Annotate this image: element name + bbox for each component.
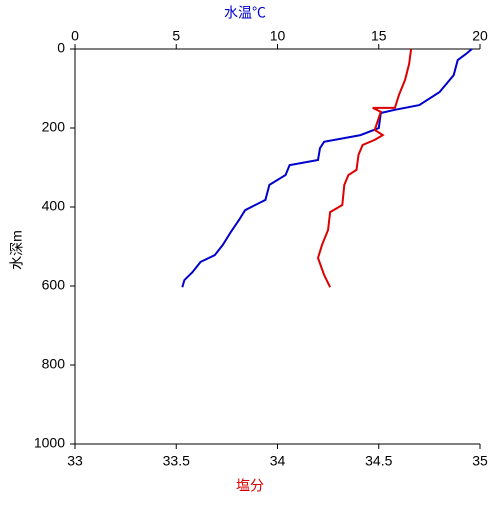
y-tick-label: 1000 bbox=[34, 435, 65, 451]
x-tick-label: 33 bbox=[67, 453, 83, 469]
top-axis-title: 水温℃ bbox=[224, 5, 266, 21]
y-tick-label: 800 bbox=[42, 356, 66, 372]
x2-tick-label: 10 bbox=[270, 28, 286, 44]
x-tick-label: 33.5 bbox=[163, 453, 190, 469]
y-tick-label: 600 bbox=[42, 277, 66, 293]
x-tick-label: 34 bbox=[270, 453, 286, 469]
x2-tick-label: 15 bbox=[371, 28, 387, 44]
y-tick-label: 400 bbox=[42, 198, 66, 214]
y-tick-label: 200 bbox=[42, 119, 66, 135]
profile-line bbox=[181, 48, 473, 288]
profile-line bbox=[316, 48, 413, 288]
x2-tick-label: 20 bbox=[472, 28, 488, 44]
bottom-axis-title: 塩分 bbox=[236, 478, 264, 494]
x2-tick-label: 5 bbox=[172, 28, 180, 44]
x2-tick-label: 0 bbox=[71, 28, 79, 44]
x-tick-label: 35 bbox=[472, 453, 488, 469]
y-axis-title: 水深m bbox=[9, 230, 25, 270]
y-tick-label: 0 bbox=[57, 40, 65, 56]
x-tick-label: 34.5 bbox=[365, 453, 392, 469]
